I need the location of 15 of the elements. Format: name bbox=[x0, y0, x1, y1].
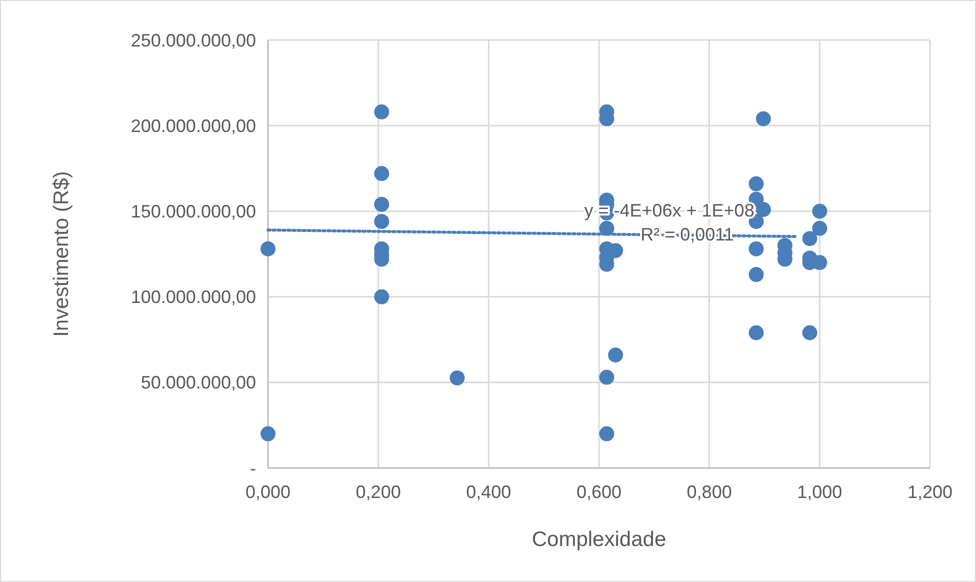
y-tick-label: 250.000.000,00 bbox=[130, 30, 256, 50]
x-tick-label: 1,200 bbox=[907, 482, 953, 502]
x-tick-label: 0,400 bbox=[466, 482, 512, 502]
x-tick-label: 0,600 bbox=[576, 482, 622, 502]
x-tick-label: 0,200 bbox=[356, 482, 401, 502]
x-tick-label: 1,000 bbox=[797, 482, 842, 502]
y-tick-label: 50.000.000,00 bbox=[140, 372, 256, 393]
y-tick-label: 200.000.000,00 bbox=[130, 116, 256, 136]
y-axis-title: Investimento (R$) bbox=[50, 171, 73, 337]
x-axis-title: Complexidade bbox=[532, 528, 666, 551]
y-tick-label: 150.000.000,00 bbox=[130, 202, 256, 222]
x-tick-label: 0,800 bbox=[686, 482, 732, 502]
y-tick-label: - bbox=[250, 458, 256, 478]
y-tick-label: 100.000.000,00 bbox=[130, 287, 256, 308]
x-tick-label: 0,000 bbox=[245, 482, 291, 502]
